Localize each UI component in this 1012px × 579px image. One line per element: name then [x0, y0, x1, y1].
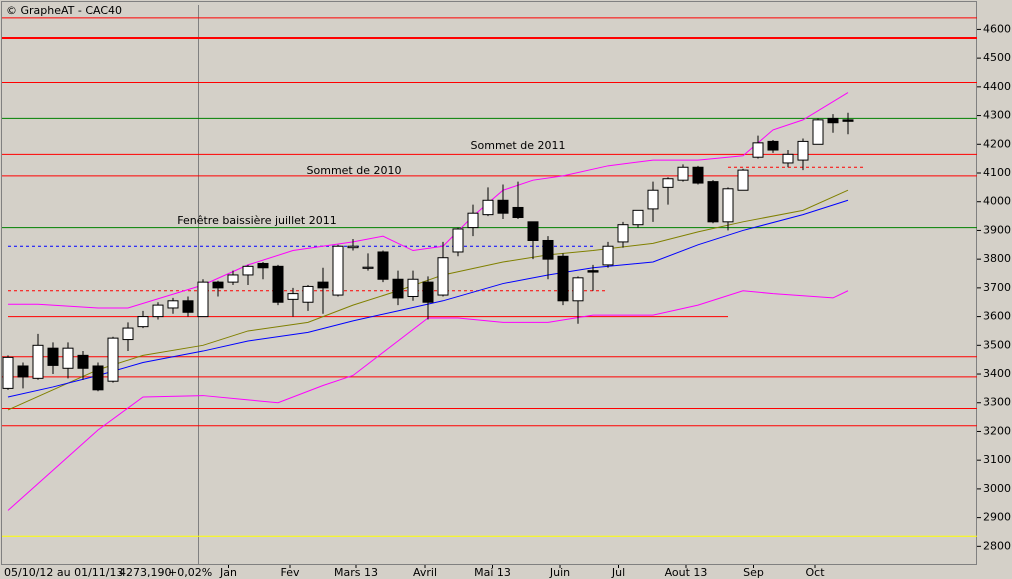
candle-body: [122, 327, 134, 341]
y-tick-label: 3800: [983, 252, 1011, 265]
candle-body: [242, 265, 254, 276]
indicator-line: [7, 189, 849, 411]
candle-body: [287, 293, 299, 300]
candle-body: [347, 245, 359, 249]
y-tick-label: 4600: [983, 22, 1011, 35]
candle-body: [107, 337, 119, 382]
plot-area: [1, 1, 977, 565]
candle-body: [62, 347, 74, 369]
annotation: Sommet de 2011: [471, 139, 566, 152]
candle-body: [77, 354, 89, 369]
candle-body: [257, 262, 269, 269]
x-tick-label: Jul: [611, 566, 625, 579]
candle-body: [152, 304, 164, 318]
candle-body: [527, 221, 539, 241]
y-tick-label: 2800: [983, 539, 1011, 552]
candle-body: [437, 257, 449, 296]
candle-body: [227, 274, 239, 283]
candle-body: [497, 199, 509, 214]
candle-body: [827, 117, 839, 124]
y-tick-label: 3100: [983, 453, 1011, 466]
x-tick-label: Mars 13: [334, 566, 378, 579]
annotation: Fenêtre baissière juillet 2011: [177, 214, 336, 227]
y-tick-label: 3200: [983, 424, 1011, 437]
y-tick-label: 4500: [983, 51, 1011, 64]
candle-body: [452, 228, 464, 253]
y-tick-label: 3400: [983, 367, 1011, 380]
candle-body: [632, 209, 644, 226]
candle-body: [767, 140, 779, 151]
y-tick-label: 3300: [983, 396, 1011, 409]
candle-body: [272, 265, 284, 303]
candle-body: [707, 181, 719, 223]
y-tick-label: 4000: [983, 195, 1011, 208]
candle-body: [542, 239, 554, 260]
candle-body: [392, 278, 404, 299]
candle-body: [467, 212, 479, 229]
x-tick-label: Fev: [280, 566, 299, 579]
x-tick-label: Juin: [549, 566, 570, 579]
change: +0,02%: [168, 566, 212, 579]
y-tick-label: 3600: [983, 310, 1011, 323]
candle-body: [137, 316, 149, 328]
candle-body: [167, 300, 179, 309]
candle-body: [647, 189, 659, 210]
candle-body: [407, 278, 419, 297]
x-tick-label: Mai 13: [474, 566, 511, 579]
annotation: Sommet de 2010: [307, 164, 402, 177]
candle-body: [47, 347, 59, 366]
candle-body: [842, 119, 854, 122]
candle-body: [617, 224, 629, 243]
indicator-line: [7, 199, 849, 398]
candle-body: [377, 251, 389, 280]
candle-body: [752, 142, 764, 158]
candle-body: [197, 281, 209, 318]
y-tick-label: 4200: [983, 137, 1011, 150]
candle-body: [797, 140, 809, 161]
candle-body: [602, 245, 614, 266]
candle-body: [362, 266, 374, 269]
period: 05/10/12 au 01/11/13: [4, 566, 124, 579]
candle-body: [422, 281, 434, 303]
y-tick-label: 3700: [983, 281, 1011, 294]
y-tick-label: 4400: [983, 80, 1011, 93]
x-tick-label: Oct: [805, 566, 825, 579]
last-value: 4273,190: [119, 566, 172, 579]
candle-body: [317, 281, 329, 289]
x-tick-label: Sep: [743, 566, 764, 579]
candle-body: [812, 119, 824, 145]
candle-body: [662, 178, 674, 188]
candle-body: [332, 245, 344, 296]
candle-body: [92, 365, 104, 391]
x-tick-label: Aout 13: [665, 566, 708, 579]
candle-body: [2, 356, 14, 389]
y-tick-label: 2900: [983, 511, 1011, 524]
candle-body: [32, 344, 44, 379]
candle-body: [557, 255, 569, 302]
candle-body: [17, 365, 29, 378]
candle-body: [482, 199, 494, 216]
y-tick-label: 4300: [983, 109, 1011, 122]
y-tick-label: 3500: [983, 338, 1011, 351]
candle-body: [212, 281, 224, 289]
candle-body: [677, 166, 689, 181]
y-tick-label: 4100: [983, 166, 1011, 179]
candle-body: [512, 206, 524, 219]
candle-body: [572, 277, 584, 302]
candle-body: [782, 153, 794, 164]
candle-body: [302, 285, 314, 303]
candle-body: [722, 188, 734, 223]
x-tick-label: Avril: [413, 566, 437, 579]
chart-title: © GrapheAT - CAC40: [6, 4, 122, 17]
candle-body: [692, 166, 704, 184]
candle-body: [182, 300, 194, 313]
candle-body: [587, 270, 599, 273]
x-tick-label: Jan: [219, 566, 237, 579]
candle-body: [737, 169, 749, 191]
y-tick-label: 3900: [983, 223, 1011, 236]
y-tick-label: 3000: [983, 482, 1011, 495]
